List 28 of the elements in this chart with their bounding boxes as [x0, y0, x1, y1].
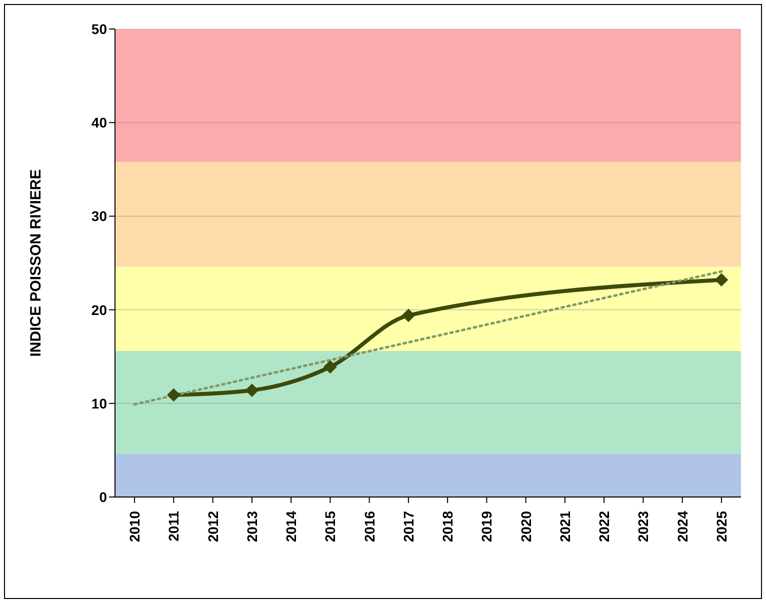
- x-tick-label: 2018: [440, 510, 456, 542]
- x-tick-label: 2019: [478, 510, 495, 542]
- y-tick-label: 40: [91, 114, 108, 131]
- x-tick-label: 2022: [596, 510, 612, 542]
- x-tick-label: 2024: [674, 510, 690, 542]
- y-tick-label: 10: [91, 395, 108, 412]
- y-tick-label: 30: [91, 208, 108, 224]
- x-tick-label: 2013: [244, 510, 260, 542]
- x-tick-label: 2021: [556, 510, 573, 542]
- x-tick-label: 2025: [713, 510, 730, 542]
- x-tick-label: 2011: [166, 510, 182, 542]
- y-tick-label: 20: [91, 302, 108, 318]
- point: [167, 388, 180, 402]
- x-tick-label: 2023: [635, 510, 652, 542]
- point: [245, 384, 258, 397]
- y-axis-title: INDICE POISSON RIVIERE: [27, 169, 44, 357]
- point: [714, 273, 728, 286]
- x-tick-label: 2016: [361, 510, 378, 542]
- point: [324, 360, 337, 374]
- x-tick-label: 2014: [283, 510, 300, 542]
- x-tick-label: 2017: [400, 510, 416, 542]
- point: [402, 308, 415, 322]
- x-tick-label: 2020: [518, 510, 534, 542]
- x-tick-label: 2012: [204, 510, 221, 542]
- x-tick-label: 2010: [126, 510, 143, 542]
- y-tick-label: 0: [99, 488, 108, 505]
- y-tick-label: 50: [91, 20, 108, 37]
- x-tick-label: 2015: [322, 510, 338, 542]
